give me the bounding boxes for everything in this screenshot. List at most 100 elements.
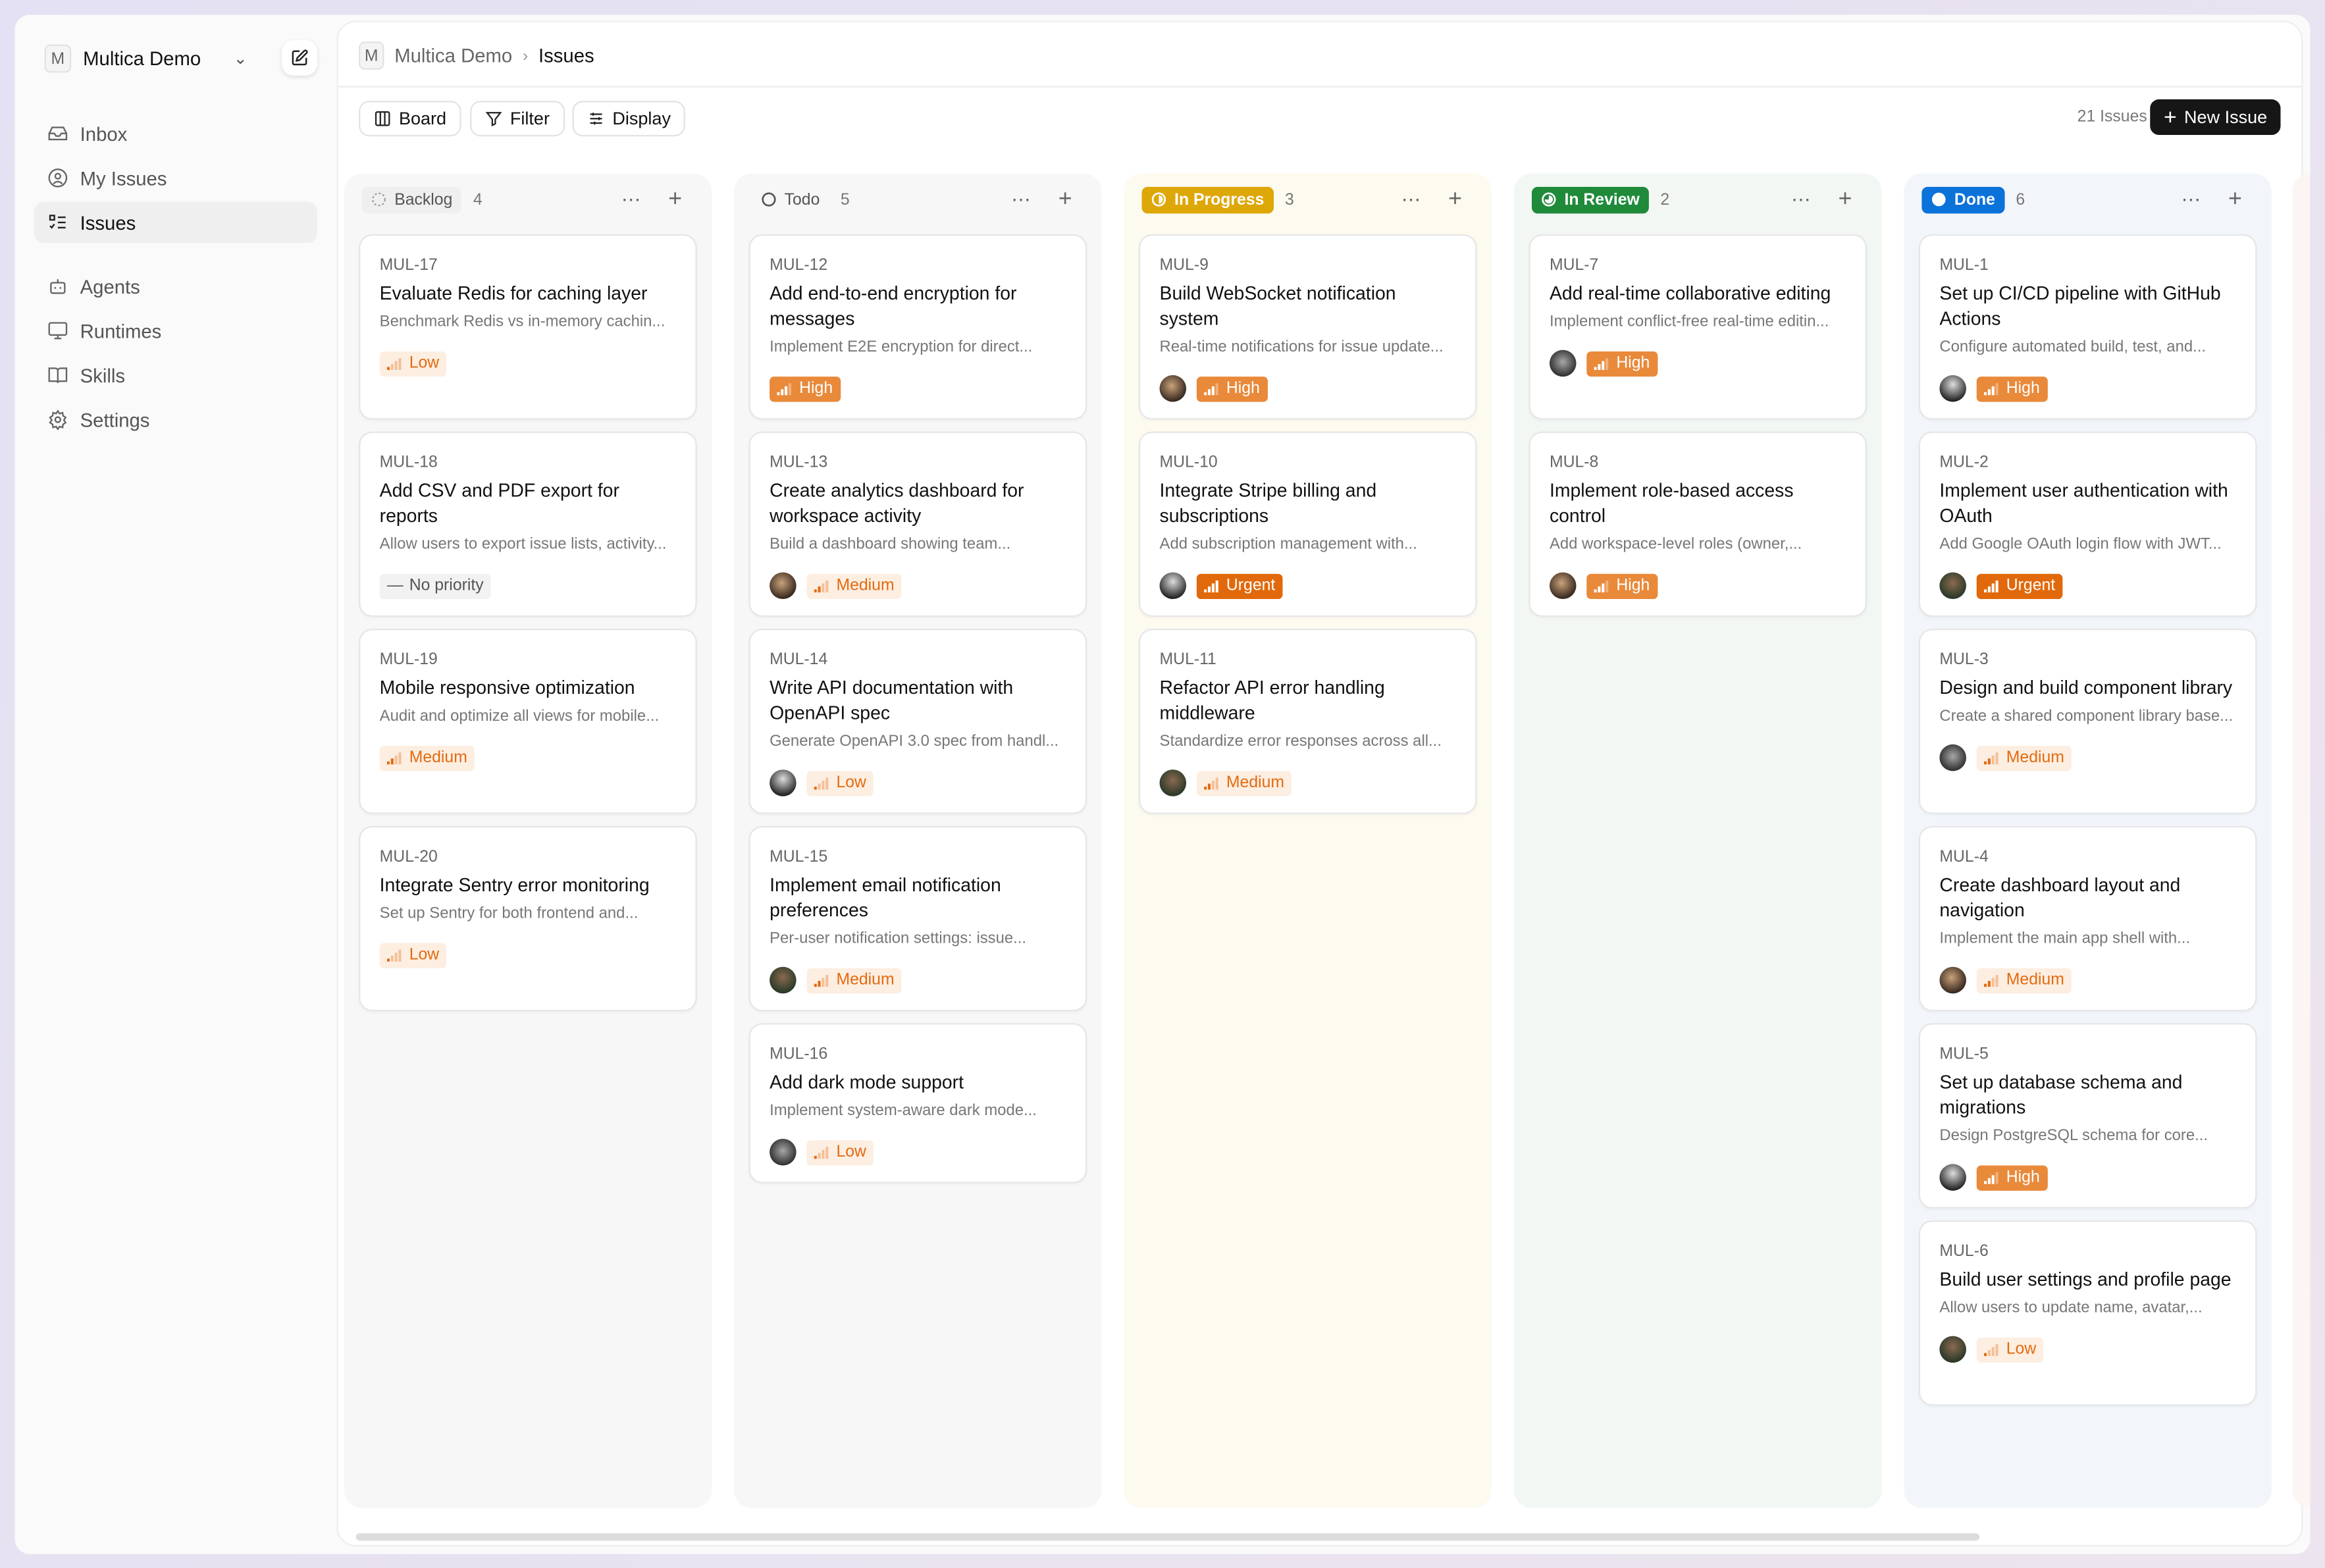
- add-issue-plus-icon[interactable]: +: [1838, 186, 1852, 213]
- list-check-icon: [49, 215, 66, 229]
- more-options-icon[interactable]: ⋯: [1401, 188, 1421, 211]
- sidebar-item-label: Agents: [80, 274, 140, 298]
- issue-card[interactable]: MUL-11 Refactor API error handling middl…: [1138, 629, 1477, 814]
- sidebar-item-agents[interactable]: Agents: [34, 265, 317, 307]
- priority-badge[interactable]: Low: [379, 942, 447, 968]
- priority-badge[interactable]: High: [1976, 376, 2047, 402]
- breadcrumb-workspace[interactable]: Multica Demo: [394, 44, 513, 67]
- column-count: 6: [2016, 190, 2025, 209]
- priority-badge[interactable]: Medium: [1976, 967, 2072, 993]
- priority-badge[interactable]: — No priority: [379, 573, 491, 598]
- priority-badge[interactable]: Urgent: [1976, 573, 2063, 598]
- issue-card[interactable]: MUL-14 Write API documentation with Open…: [748, 629, 1087, 814]
- sidebar-item-runtimes[interactable]: Runtimes: [34, 310, 317, 352]
- priority-badge[interactable]: Medium: [1976, 745, 2072, 771]
- issue-card[interactable]: MUL-8 Implement role-based access contro…: [1528, 431, 1868, 617]
- assignee-avatar[interactable]: [1939, 375, 1966, 402]
- assignee-avatar[interactable]: [770, 572, 797, 600]
- new-issue-button[interactable]: + New Issue: [2150, 99, 2281, 135]
- add-issue-plus-icon[interactable]: +: [1058, 186, 1072, 213]
- priority-badge[interactable]: High: [1586, 350, 1658, 377]
- assignee-avatar[interactable]: [1939, 744, 1966, 771]
- issue-card[interactable]: MUL-16 Add dark mode support Implement s…: [748, 1023, 1087, 1184]
- priority-badge[interactable]: Medium: [1196, 770, 1292, 796]
- issue-card[interactable]: MUL-19 Mobile responsive optimization Au…: [359, 629, 697, 814]
- priority-badge[interactable]: Low: [379, 350, 447, 377]
- issue-card[interactable]: MUL-5 Set up database schema and migrati…: [1918, 1023, 2257, 1209]
- issue-card[interactable]: MUL-7 Add real-time collaborative editin…: [1528, 234, 1868, 420]
- priority-badge[interactable]: Medium: [806, 967, 902, 993]
- issue-title: Evaluate Redis for caching layer: [379, 283, 648, 304]
- priority-badge[interactable]: Medium: [379, 745, 475, 771]
- priority-badge[interactable]: High: [770, 376, 841, 402]
- issue-description: Add Google OAuth login flow with JWT...: [1939, 535, 2222, 554]
- issue-id: MUL-4: [1939, 848, 1989, 866]
- issue-card[interactable]: MUL-18 Add CSV and PDF export for report…: [359, 431, 697, 617]
- priority-badge[interactable]: High: [1586, 573, 1658, 598]
- sidebar-item-inbox[interactable]: Inbox: [34, 113, 317, 154]
- assignee-avatar[interactable]: [1159, 770, 1187, 797]
- filter-button[interactable]: Filter: [470, 101, 565, 137]
- issue-card[interactable]: MUL-9 Build WebSocket notification syste…: [1138, 234, 1477, 420]
- more-options-icon[interactable]: ⋯: [1791, 188, 1811, 211]
- assignee-avatar[interactable]: [1549, 572, 1577, 600]
- priority-badge[interactable]: Urgent: [1196, 573, 1283, 598]
- add-issue-plus-icon[interactable]: +: [1448, 186, 1463, 213]
- issue-card[interactable]: MUL-15 Implement email notification pref…: [748, 825, 1087, 1012]
- status-icon: [1151, 192, 1166, 207]
- assignee-avatar[interactable]: [1159, 572, 1187, 600]
- issue-card[interactable]: MUL-12 Add end-to-end encryption for mes…: [748, 234, 1087, 420]
- assignee-avatar[interactable]: [1159, 375, 1187, 402]
- workspace-switcher[interactable]: M Multica Demo ⌄: [44, 44, 247, 73]
- issue-card[interactable]: MUL-10 Integrate Stripe billing and subs…: [1138, 431, 1477, 617]
- status-label: Backlog: [394, 190, 453, 209]
- issue-card[interactable]: MUL-4 Create dashboard layout and naviga…: [1918, 825, 2257, 1012]
- more-options-icon[interactable]: ⋯: [2181, 188, 2201, 211]
- priority-badge[interactable]: Low: [806, 1139, 874, 1165]
- issue-id: MUL-18: [379, 454, 438, 472]
- priority-badge[interactable]: Low: [1976, 1336, 2044, 1363]
- assignee-avatar[interactable]: [770, 966, 797, 994]
- priority-bars-icon: [1594, 357, 1609, 369]
- issue-card[interactable]: MUL-13 Create analytics dashboard for wo…: [748, 431, 1087, 617]
- more-options-icon[interactable]: ⋯: [1011, 188, 1031, 211]
- priority-badge[interactable]: Low: [806, 770, 874, 796]
- sidebar-item-my-issues[interactable]: My Issues: [34, 157, 317, 199]
- issue-card[interactable]: MUL-3 Design and build component library…: [1918, 629, 2257, 814]
- assignee-avatar[interactable]: [1549, 350, 1577, 377]
- priority-badge[interactable]: High: [1196, 376, 1268, 402]
- assignee-avatar[interactable]: [1939, 1336, 1966, 1363]
- assignee-avatar[interactable]: [1939, 1164, 1966, 1191]
- add-issue-plus-icon[interactable]: +: [2228, 186, 2242, 213]
- column-header: Done 6 ⋯ +: [1921, 186, 2254, 214]
- new-issue-compose-button[interactable]: [281, 39, 318, 76]
- sidebar-item-issues[interactable]: Issues: [34, 201, 318, 244]
- assignee-avatar[interactable]: [770, 1138, 797, 1166]
- issue-card[interactable]: MUL-6 Build user settings and profile pa…: [1918, 1220, 2257, 1406]
- filter-icon: [485, 112, 502, 127]
- issue-card[interactable]: MUL-20 Integrate Sentry error monitoring…: [359, 825, 697, 1012]
- assignee-avatar[interactable]: [1939, 966, 1966, 994]
- assignee-avatar[interactable]: [770, 770, 797, 797]
- assignee-avatar[interactable]: [1939, 572, 1966, 600]
- issue-card[interactable]: MUL-1 Set up CI/CD pipeline with GitHub …: [1918, 234, 2257, 420]
- priority-bars-icon: [814, 974, 829, 986]
- sidebar-item-skills[interactable]: Skills: [34, 354, 317, 396]
- more-options-icon[interactable]: ⋯: [621, 188, 641, 211]
- issue-description: Implement E2E encryption for direct...: [770, 338, 1033, 356]
- priority-bars-icon: [1983, 752, 1998, 764]
- horizontal-scrollbar[interactable]: [355, 1533, 1980, 1541]
- board-view-button[interactable]: Board: [359, 101, 461, 137]
- sidebar-item-settings[interactable]: Settings: [34, 399, 317, 440]
- priority-badge[interactable]: High: [1976, 1164, 2047, 1190]
- display-button[interactable]: Display: [572, 101, 686, 137]
- no-priority-icon: —: [386, 577, 404, 595]
- sidebar-item-label: Settings: [80, 408, 150, 431]
- issue-card[interactable]: MUL-17 Evaluate Redis for caching layer …: [359, 234, 697, 420]
- issue-card[interactable]: MUL-2 Implement user authentication with…: [1918, 431, 2257, 617]
- priority-label: Medium: [409, 748, 467, 767]
- add-issue-plus-icon[interactable]: +: [668, 186, 683, 213]
- display-label: Display: [612, 108, 671, 129]
- priority-badge[interactable]: Medium: [806, 573, 902, 598]
- issue-title: Set up database schema and migrations: [1939, 1072, 2183, 1118]
